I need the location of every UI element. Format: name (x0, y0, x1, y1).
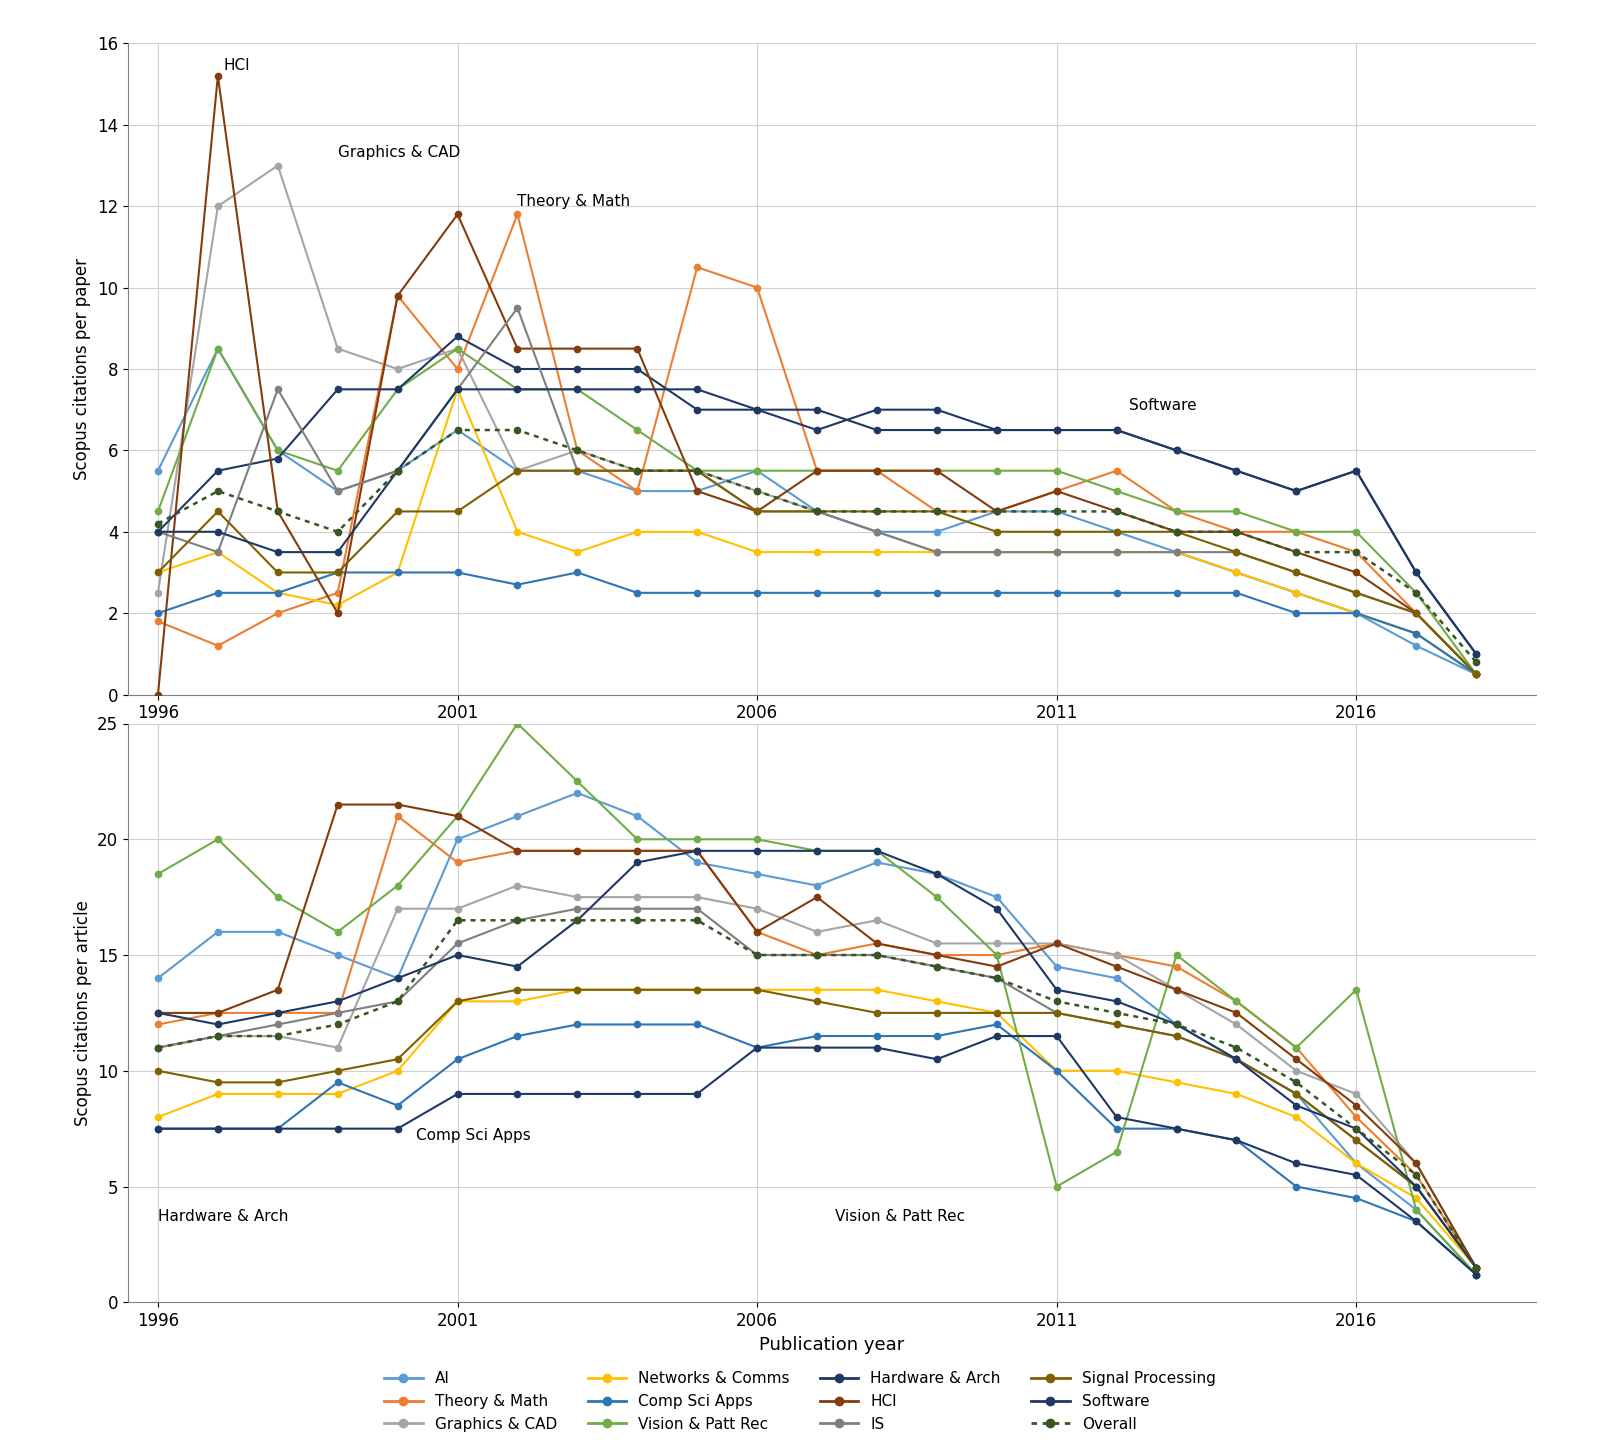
Y-axis label: Scopus citations per article: Scopus citations per article (74, 900, 91, 1126)
X-axis label: Publication year: Publication year (760, 1336, 904, 1353)
Text: Vision & Patt Rec: Vision & Patt Rec (835, 1210, 965, 1224)
Text: Graphics & CAD: Graphics & CAD (338, 145, 459, 161)
Text: Software: Software (1128, 398, 1197, 412)
Text: Comp Sci Apps: Comp Sci Apps (416, 1129, 530, 1143)
Y-axis label: Scopus citations per paper: Scopus citations per paper (74, 258, 91, 480)
Text: Hardware & Arch: Hardware & Arch (158, 1210, 288, 1224)
Text: Theory & Math: Theory & Math (517, 194, 630, 210)
Text: HCI: HCI (224, 58, 251, 72)
Legend: AI, Theory & Math, Graphics & CAD, Networks & Comms, Comp Sci Apps, Vision & Pat: AI, Theory & Math, Graphics & CAD, Netwo… (376, 1365, 1224, 1440)
